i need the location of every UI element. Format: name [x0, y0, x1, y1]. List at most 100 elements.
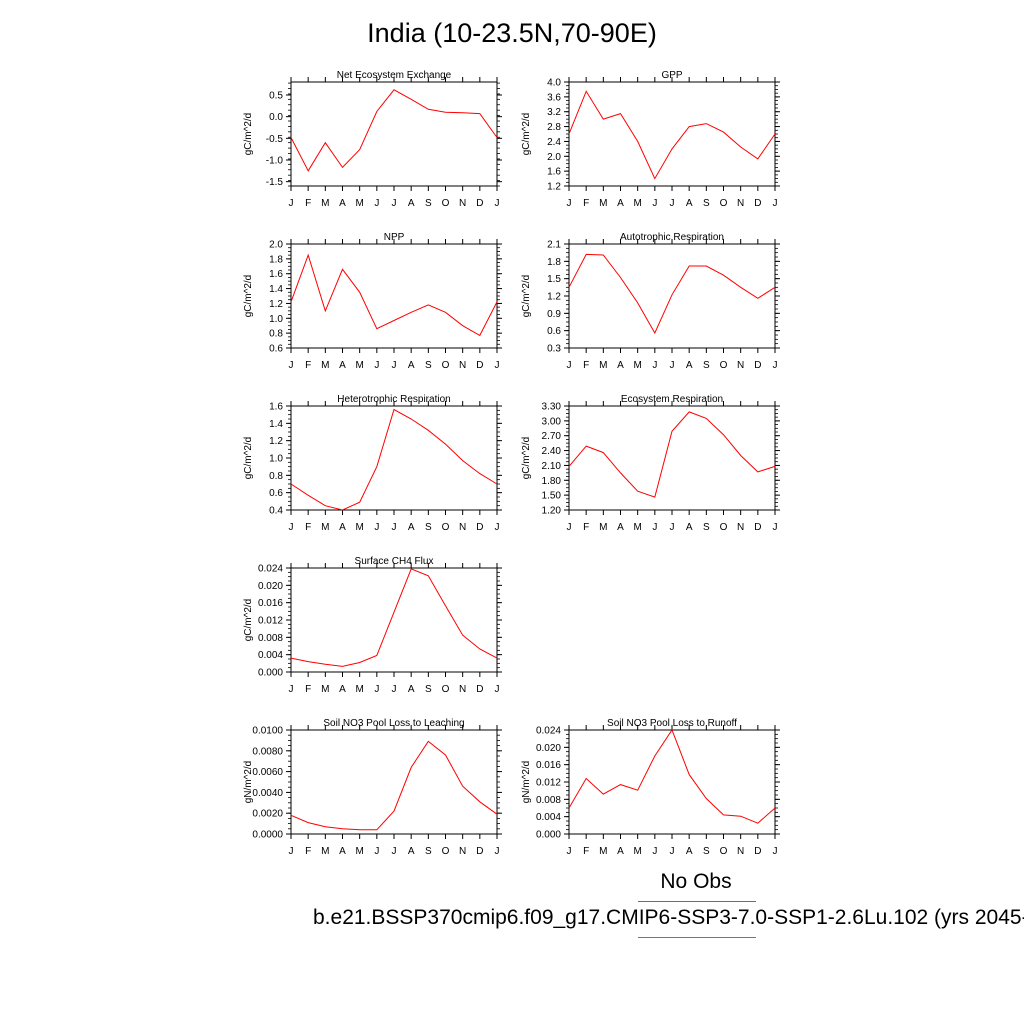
- x-tick-label: M: [355, 846, 363, 857]
- x-tick-label: S: [703, 198, 710, 209]
- x-tick-label: M: [599, 846, 607, 857]
- y-tick-label: 1.2: [269, 299, 283, 310]
- x-tick-label: M: [321, 684, 329, 695]
- chart-panel-6: Ecosystem Respiration gC/m^2/d 3.30 3.00 2.7…: [521, 394, 780, 533]
- y-axis-label: gN/m^2/d: [521, 761, 532, 804]
- x-tick-label: A: [686, 360, 693, 371]
- x-tick-label: S: [425, 684, 432, 695]
- panel-title: Ecosystem Respiration: [621, 394, 723, 405]
- y-tick-label: 0.0100: [252, 726, 283, 737]
- x-tick-label: O: [442, 846, 450, 857]
- chart-panel-7: Surface CH4 Flux gC/m^2/d 0.024 0.020 0.016 0…: [243, 556, 502, 695]
- panel-title: GPP: [661, 70, 682, 81]
- series-line: [290, 568, 498, 667]
- x-tick-label: A: [408, 846, 415, 857]
- x-tick-label: J: [289, 846, 294, 857]
- y-tick-label: 2.1: [547, 240, 561, 251]
- x-tick-label: N: [459, 846, 466, 857]
- y-tick-label: 1.0: [269, 314, 283, 325]
- y-tick-label: 0.008: [536, 795, 561, 806]
- y-tick-label: 1.8: [269, 254, 283, 265]
- y-tick-label: 0.3: [547, 344, 561, 355]
- x-tick-label: M: [599, 360, 607, 371]
- x-tick-label: J: [374, 846, 379, 857]
- x-tick-label: A: [339, 522, 346, 533]
- x-tick-label: F: [305, 522, 311, 533]
- x-tick-label: J: [670, 360, 675, 371]
- series-line: [290, 408, 498, 511]
- y-tick-label: 0.024: [258, 564, 283, 575]
- x-tick-label: M: [633, 522, 641, 533]
- y-tick-label: 0.0000: [252, 830, 283, 841]
- y-tick-label: 0.000: [258, 668, 283, 679]
- y-axis-label: gC/m^2/d: [243, 599, 254, 642]
- x-tick-label: N: [459, 522, 466, 533]
- y-axis-label: gC/m^2/d: [521, 275, 532, 318]
- x-tick-label: J: [392, 522, 397, 533]
- x-tick-label: J: [289, 684, 294, 695]
- x-tick-label: M: [355, 360, 363, 371]
- x-tick-label: J: [652, 846, 657, 857]
- x-tick-label: J: [495, 846, 500, 857]
- y-tick-label: 3.2: [547, 107, 561, 118]
- y-tick-label: 1.4: [269, 419, 283, 430]
- y-tick-label: 1.2: [269, 436, 283, 447]
- x-tick-label: M: [633, 198, 641, 209]
- y-tick-label: 1.2: [547, 292, 561, 303]
- x-tick-label: J: [670, 846, 675, 857]
- y-tick-label: 3.00: [542, 416, 562, 427]
- legend-obs-line: [638, 901, 756, 902]
- y-tick-label: 0.4: [269, 506, 283, 517]
- y-tick-label: 2.0: [547, 152, 561, 163]
- series-line: [568, 728, 776, 824]
- x-tick-label: M: [355, 522, 363, 533]
- x-tick-label: O: [442, 360, 450, 371]
- x-tick-label: F: [305, 360, 311, 371]
- legend-case-line: [638, 937, 756, 938]
- x-tick-label: A: [617, 522, 624, 533]
- series-line: [290, 253, 498, 337]
- x-tick-label: O: [442, 684, 450, 695]
- x-tick-label: D: [754, 846, 761, 857]
- y-axis-label: gC/m^2/d: [243, 275, 254, 318]
- x-tick-label: J: [652, 198, 657, 209]
- x-tick-label: J: [567, 360, 572, 371]
- x-tick-label: J: [289, 360, 294, 371]
- x-tick-label: J: [670, 198, 675, 209]
- y-tick-label: 0.0060: [252, 767, 283, 778]
- plot-frame: [568, 729, 776, 835]
- x-tick-label: J: [495, 360, 500, 371]
- x-tick-label: O: [720, 846, 728, 857]
- chart-panel-5: Heterotrophic Respiration gC/m^2/d 1.6 1.4 1…: [243, 394, 502, 533]
- y-tick-label: 0.0040: [252, 788, 283, 799]
- x-tick-label: J: [374, 522, 379, 533]
- x-tick-label: J: [289, 198, 294, 209]
- y-tick-label: 1.6: [547, 167, 561, 178]
- y-axis-label: gC/m^2/d: [521, 437, 532, 480]
- legend-obs-label: No Obs: [660, 870, 732, 893]
- x-tick-label: O: [720, 522, 728, 533]
- x-tick-label: J: [289, 522, 294, 533]
- y-tick-label: 1.6: [269, 269, 283, 280]
- x-tick-label: J: [392, 198, 397, 209]
- chart-panel-8: Soil NO3 Pool Loss to LeachinggN/m^2/d0.…: [243, 718, 502, 857]
- x-tick-label: N: [459, 360, 466, 371]
- x-tick-label: N: [737, 846, 744, 857]
- x-tick-label: N: [737, 360, 744, 371]
- y-tick-label: 0.6: [269, 344, 283, 355]
- x-tick-label: S: [425, 360, 432, 371]
- x-tick-label: N: [459, 198, 466, 209]
- x-tick-label: F: [305, 198, 311, 209]
- y-tick-label: 0.020: [536, 743, 561, 754]
- x-tick-label: S: [425, 846, 432, 857]
- x-tick-label: J: [652, 522, 657, 533]
- x-tick-label: N: [459, 684, 466, 695]
- x-tick-label: A: [617, 846, 624, 857]
- x-tick-label: M: [599, 522, 607, 533]
- plot-frame: [568, 81, 776, 187]
- x-tick-label: J: [495, 198, 500, 209]
- plot-frame: [568, 405, 776, 511]
- x-tick-label: J: [652, 360, 657, 371]
- chart-panel-1: Net Ecosystem Exchange gC/m^2/d 0.5 0.0 -0.5…: [243, 70, 502, 209]
- x-tick-label: J: [567, 846, 572, 857]
